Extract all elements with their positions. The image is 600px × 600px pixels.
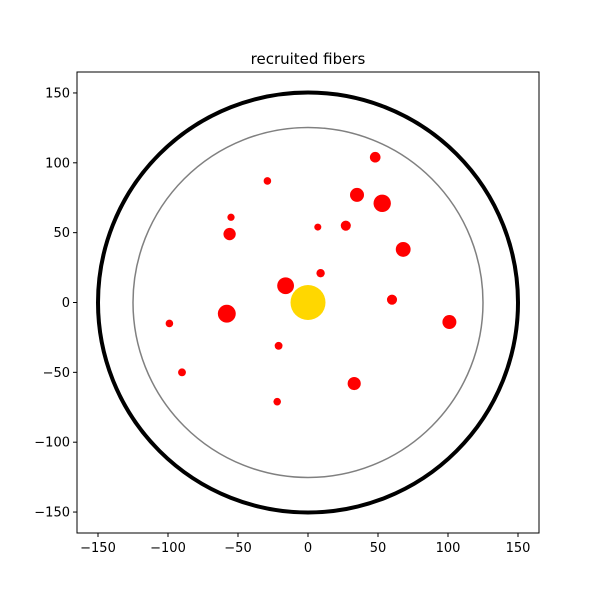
recruited-fiber-point: [273, 397, 281, 406]
recruited-fiber-point: [263, 177, 272, 185]
recruited-fiber-point: [395, 241, 411, 257]
recruited-fiber-point: [316, 268, 325, 278]
recruited-fiber-point: [369, 151, 381, 163]
recruited-fiber-point: [217, 304, 236, 323]
recruited-fiber-point: [227, 213, 235, 221]
recruited-fiber-point: [347, 376, 361, 391]
y-tick-label: 50: [53, 226, 70, 241]
x-tick-label: −100: [150, 541, 186, 556]
y-tick-label: 0: [62, 296, 70, 311]
outer-boundary-circle: [96, 90, 520, 515]
recruited-fiber-point: [350, 187, 364, 202]
recruited-fiber-point: [373, 194, 391, 212]
recruited-fiber-point: [314, 223, 322, 231]
recruited-fiber-point: [178, 368, 186, 377]
y-tick-label: 100: [45, 156, 70, 171]
centre-fiber-point: [290, 285, 326, 320]
recruited-fiber-point: [340, 220, 351, 231]
x-tick-label: 0: [304, 541, 312, 556]
chart-title: recruited fibers: [251, 50, 366, 68]
y-tick-label: −150: [34, 506, 70, 521]
recruited-fiber-point: [165, 319, 174, 328]
x-tick-label: −150: [80, 541, 116, 556]
y-tick-label: −100: [34, 436, 70, 451]
x-tick-label: 50: [370, 541, 387, 556]
recruited-fiber-point: [274, 341, 283, 350]
x-tick-label: −50: [224, 541, 251, 556]
inner-boundary-circle: [132, 126, 484, 479]
recruited-fiber-point: [277, 277, 294, 295]
y-tick-label: 150: [45, 86, 70, 101]
recruited-fiber-point: [442, 315, 457, 330]
recruited-fiber-point: [223, 227, 236, 241]
x-tick-label: 100: [436, 541, 461, 556]
y-tick-label: −50: [43, 366, 70, 381]
recruited-fiber-point: [386, 294, 398, 305]
x-tick-label: 150: [506, 541, 531, 556]
